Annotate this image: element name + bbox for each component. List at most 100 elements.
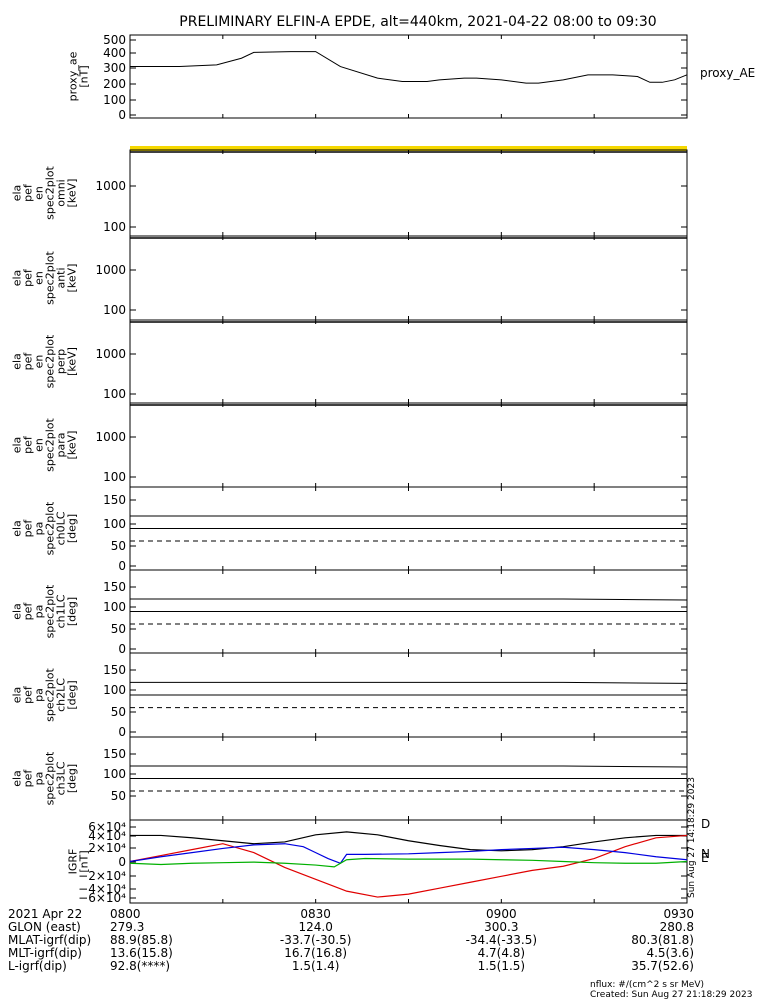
y-tick-label: 150 (103, 747, 126, 761)
y-axis-label: ch1LC (55, 594, 68, 628)
footer: 2021 Apr 22 0800 0830 0900 0930 GLON (east) 27… (8, 907, 752, 1000)
nflux-note: nflux: #/(cm^2 s sr MeV) (590, 980, 704, 990)
y-axis-label: ch2LC (55, 678, 68, 712)
y-tick-label: 6×10⁴ (88, 820, 126, 834)
y-tick-label: 2×10⁴ (88, 841, 126, 855)
footer-value: 0800 (110, 907, 141, 921)
y-axis-label: pef (22, 685, 35, 704)
y-tick-label: 300 (103, 61, 126, 75)
footer-value: 35.7(52.6) (631, 959, 694, 973)
series-line-upper (130, 681, 688, 684)
y-axis-label: spec2plot (44, 166, 57, 220)
series-line-black (130, 831, 687, 852)
panel-frame (129, 319, 688, 404)
y-tick-label: 100 (103, 387, 126, 401)
y-axis-label: ch3LC (55, 761, 68, 795)
y-axis-label: pef (22, 268, 35, 287)
series-line-upper (130, 765, 688, 768)
y-axis-label: ela (11, 437, 24, 454)
y-axis-label: pa (33, 772, 46, 786)
y-tick-label: 100 (103, 767, 126, 781)
footer-value: 280.8 (660, 920, 694, 934)
y-axis-label: spec2plot (44, 584, 57, 638)
y-tick-label: 150 (103, 493, 126, 507)
y-tick-label: 4×10⁴ (88, 829, 126, 843)
y-axis-label: [deg] (66, 514, 79, 543)
y-axis-label: en (33, 271, 46, 285)
y-axis-label: [keV] (66, 179, 79, 208)
panel-frame (129, 149, 688, 237)
series-line-D (129, 834, 688, 898)
y-axis-label: [nT] (78, 65, 91, 87)
y-tick-label: −2×10⁴ (78, 869, 126, 883)
y-axis-label: [keV] (66, 264, 79, 293)
y-axis-label: omni (55, 179, 68, 206)
y-axis-label: pef (22, 519, 35, 538)
y-axis-label: pef (22, 183, 35, 202)
y-axis-label: spec2plot (44, 751, 57, 805)
y-tick-label: 1000 (95, 430, 126, 444)
y-axis-label: [deg] (66, 764, 79, 793)
y-tick-label: 0 (118, 108, 126, 122)
y-tick-label: 1000 (95, 347, 126, 361)
y-axis-label: anti (55, 267, 68, 288)
y-axis-label: pef (22, 769, 35, 788)
y-axis-label: [keV] (66, 431, 79, 460)
footer-value: -34.4(-33.5) (466, 933, 537, 947)
y-axis-label: [keV] (66, 347, 79, 376)
y-tick-label: 50 (111, 539, 126, 553)
y-tick-label: 100 (103, 600, 126, 614)
y-tick-label: 0 (118, 725, 126, 739)
footer-value: 4.5(3.6) (646, 946, 694, 960)
footer-value: 1.5(1.5) (478, 959, 526, 973)
footer-value: 124.0 (298, 920, 332, 934)
figure-title: PRELIMINARY ELFIN-A EPDE, alt=440km, 202… (179, 14, 656, 30)
y-axis-label: perp (55, 349, 68, 374)
y-tick-label: −6×10⁴ (78, 891, 126, 905)
y-axis-label: spec2plot (44, 668, 57, 722)
y-tick-label: 50 (111, 705, 126, 719)
y-tick-label: 100 (103, 517, 126, 531)
y-tick-label: 100 (103, 220, 126, 234)
footer-value: 92.8(****) (110, 959, 170, 973)
y-tick-label: −4×10⁴ (78, 882, 126, 896)
proxy-ae-legend: proxy_AE (700, 66, 755, 80)
y-axis-label: ela (11, 353, 24, 370)
y-tick-label: 50 (111, 622, 126, 636)
y-tick-label: 100 (103, 93, 126, 107)
igrf-legend-D: D (701, 817, 710, 831)
y-axis-label: ela (11, 520, 24, 537)
footer-row-label: L-igrf(dip) (8, 959, 67, 973)
y-axis-label: spec2plot (44, 251, 57, 305)
footer-value: 0830 (300, 907, 331, 921)
y-tick-label: 100 (103, 303, 126, 317)
y-axis-label: pa (33, 688, 46, 702)
y-axis-label: spec2plot (44, 334, 57, 388)
y-tick-label: 1000 (95, 179, 126, 193)
footer-value: 1.5(1.4) (292, 959, 340, 973)
panel-frame (129, 819, 688, 904)
series-line-N (129, 843, 688, 865)
series-line-upper (130, 598, 688, 601)
footer-row-label: 2021 Apr 22 (8, 907, 82, 921)
y-axis-label: IGRF (67, 849, 80, 875)
y-axis-label: ela (11, 603, 24, 620)
footer-value: 13.6(15.8) (110, 946, 173, 960)
created-note: Created: Sun Aug 27 21:18:29 2023 (590, 990, 752, 1000)
igrf-legend-E: E (701, 851, 709, 865)
series-line-proxy_AE (130, 51, 688, 84)
footer-value: 300.3 (484, 920, 518, 934)
footer-value: 16.7(16.8) (284, 946, 347, 960)
y-axis-label: pa (33, 605, 46, 619)
y-axis-label: ela (11, 687, 24, 704)
footer-value: 279.3 (110, 920, 144, 934)
y-axis-label: [deg] (66, 680, 79, 709)
footer-value: 0930 (663, 907, 694, 921)
